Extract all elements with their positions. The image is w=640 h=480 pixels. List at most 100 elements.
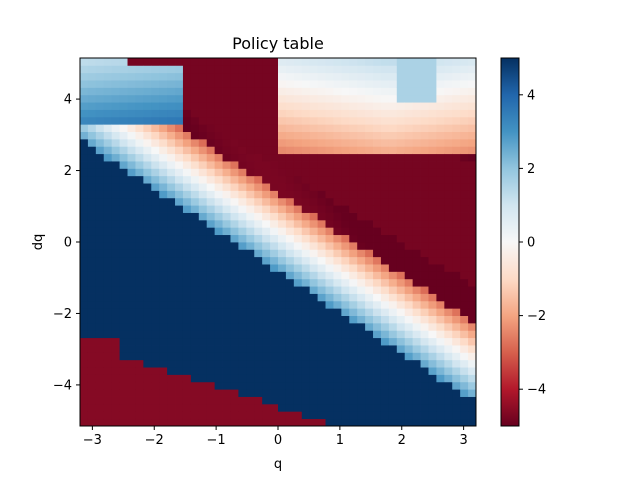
heatmap-cell (373, 308, 382, 316)
heatmap-cell (111, 146, 120, 155)
x-axis: −3 −2 −1 0 1 2 3 (83, 426, 468, 448)
heatmap-cell (119, 381, 128, 390)
heatmap-cell (111, 322, 120, 331)
heatmap-cell (167, 183, 176, 191)
heatmap-cell (452, 242, 461, 250)
heatmap-cell (159, 286, 168, 294)
heatmap-cell (214, 374, 223, 383)
heatmap-cell (444, 337, 453, 346)
heatmap-cell (230, 308, 239, 316)
heatmap-cell (420, 161, 429, 169)
heatmap-cell (182, 131, 192, 140)
heatmap-cell (103, 249, 113, 258)
heatmap-cell (365, 175, 374, 184)
heatmap-cell (80, 367, 89, 375)
heatmap-cell (404, 256, 414, 265)
heatmap-cell (460, 403, 469, 412)
heatmap-cell (396, 418, 406, 427)
heatmap-cell (246, 102, 255, 110)
heatmap-cell (357, 131, 366, 140)
heatmap-cell (135, 293, 144, 302)
heatmap-cell (262, 308, 271, 316)
heatmap-cell (87, 227, 97, 236)
heatmap-cell (444, 315, 453, 324)
heatmap-cell (262, 58, 271, 66)
heatmap-cell (254, 168, 263, 177)
heatmap-cell (135, 109, 144, 118)
heatmap-cell (428, 315, 437, 324)
heatmap-cell (230, 411, 239, 420)
heatmap-cell (262, 161, 271, 169)
heatmap-cell (182, 146, 192, 155)
heatmap-cell (396, 249, 406, 258)
heatmap-cell (80, 249, 89, 258)
heatmap-cell (95, 359, 105, 368)
heatmap-cell (206, 197, 216, 206)
heatmap-cell (444, 219, 453, 228)
heatmap-cell (436, 168, 445, 177)
heatmap-cell (182, 109, 192, 118)
heatmap-cell (159, 94, 168, 103)
heatmap-cell (103, 345, 113, 353)
heatmap-cell (87, 367, 97, 375)
heatmap-cell (436, 381, 445, 390)
heatmap-cell (254, 359, 263, 368)
heatmap-cell (182, 175, 192, 184)
heatmap-cell (119, 293, 128, 302)
heatmap-cell (198, 322, 208, 331)
heatmap-cell (246, 308, 255, 316)
heatmap-cell (373, 205, 382, 213)
heatmap-cell (206, 322, 216, 331)
heatmap-cell (285, 65, 295, 74)
heatmap-cell (262, 72, 271, 81)
heatmap-cell (278, 249, 287, 258)
heatmap-cell (293, 286, 303, 294)
heatmap-cell (349, 345, 358, 353)
heatmap-cell (373, 219, 382, 228)
heatmap-cell (285, 418, 295, 427)
heatmap-cell (460, 242, 469, 250)
heatmap-cell (333, 337, 342, 346)
heatmap-cell (214, 396, 223, 405)
heatmap-cell (190, 249, 200, 258)
heatmap-cell (222, 131, 231, 140)
heatmap-cell (468, 300, 477, 309)
heatmap-cell (278, 72, 287, 81)
heatmap-cell (151, 190, 160, 199)
heatmap-cell (87, 72, 97, 81)
heatmap-cell (278, 205, 287, 213)
heatmap-cell (175, 109, 184, 118)
heatmap-cell (222, 205, 231, 213)
heatmap-cell (143, 389, 152, 397)
heatmap-cell (380, 359, 390, 368)
heatmap-cell (436, 286, 445, 294)
heatmap-cell (309, 337, 318, 346)
heatmap-cell (206, 138, 216, 147)
heatmap-cell (444, 138, 453, 147)
heatmap-cell (325, 116, 334, 125)
heatmap-cell (444, 146, 453, 155)
heatmap-cell (452, 219, 461, 228)
heatmap-cell (309, 190, 318, 199)
colorbar-tick-label: 2 (527, 162, 535, 177)
heatmap-cell (444, 330, 453, 339)
heatmap-cell (373, 345, 382, 353)
heatmap-cell (95, 183, 105, 191)
heatmap-cell (373, 94, 382, 103)
heatmap-cell (238, 308, 247, 316)
heatmap-cell (80, 116, 89, 125)
heatmap-cell (278, 330, 287, 339)
heatmap-cell (175, 153, 184, 162)
heatmap-cell (388, 286, 398, 294)
heatmap-cell (325, 330, 334, 339)
heatmap-cell (404, 271, 414, 280)
heatmap-cell (333, 87, 342, 96)
heatmap-cell (444, 374, 453, 383)
heatmap-cell (293, 374, 303, 383)
heatmap-cell (167, 116, 176, 125)
heatmap-cell (452, 190, 461, 199)
heatmap-cell (436, 359, 445, 368)
heatmap-cell (293, 124, 303, 132)
heatmap-cell (333, 146, 342, 155)
heatmap-cell (309, 286, 318, 294)
